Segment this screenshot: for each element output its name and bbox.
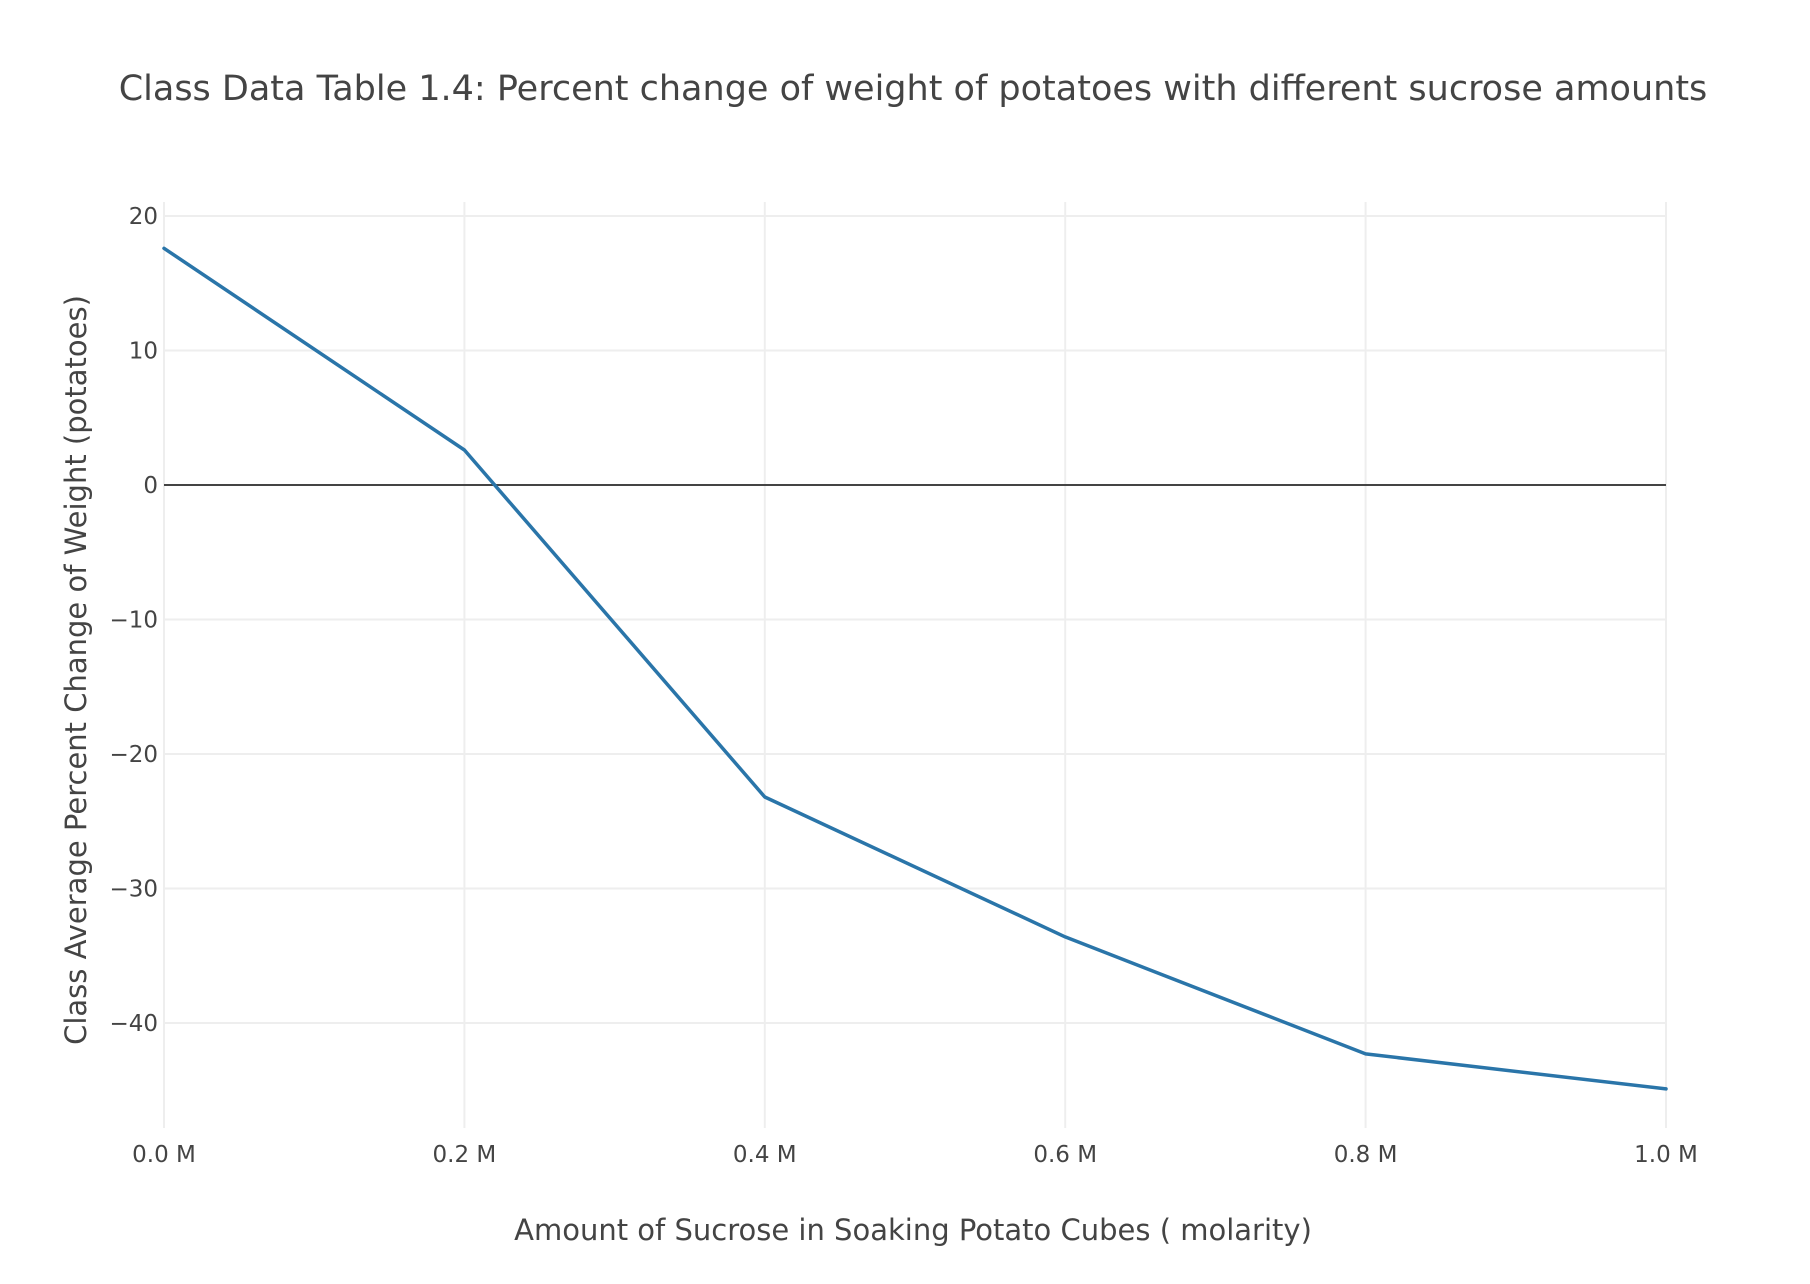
grid-lines — [163, 202, 1667, 1128]
y-axis-ticks: 20 10 0 −10 −20 −30 −40 — [109, 204, 158, 1037]
x-tick-label: 0.2 M — [433, 1142, 497, 1168]
series-layer — [162, 246, 1668, 1091]
y-tick-label: −20 — [109, 742, 158, 768]
y-axis-title: Class Average Percent Change of Weight (… — [59, 295, 93, 1045]
x-tick-label: 1.0 M — [1634, 1142, 1698, 1168]
x-tick-label: 0.4 M — [733, 1142, 797, 1168]
y-tick-label: −40 — [109, 1011, 158, 1037]
x-tick-label: 0.6 M — [1033, 1142, 1097, 1168]
x-axis-ticks: 0.0 M 0.2 M 0.4 M 0.6 M 0.8 M 1.0 M — [132, 1142, 1698, 1168]
y-tick-label: 0 — [143, 473, 158, 499]
y-tick-label: −10 — [109, 608, 158, 634]
y-tick-label: −30 — [109, 877, 158, 903]
y-tick-label: 20 — [129, 204, 158, 230]
series-line — [162, 246, 1668, 1091]
x-tick-label: 0.0 M — [132, 1142, 196, 1168]
x-tick-label: 0.8 M — [1334, 1142, 1398, 1168]
y-tick-label: 10 — [129, 339, 158, 365]
chart-title: Class Data Table 1.4: Percent change of … — [119, 69, 1708, 109]
x-axis-title: Amount of Sucrose in Soaking Potato Cube… — [514, 1213, 1312, 1247]
